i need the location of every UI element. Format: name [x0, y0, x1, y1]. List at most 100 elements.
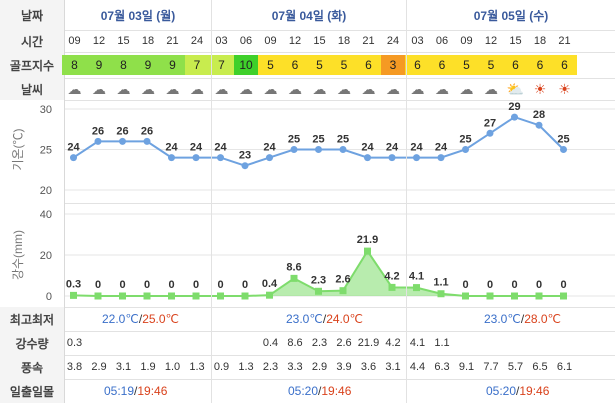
rain-data-label: 21.9 — [357, 234, 378, 246]
hour-cell-2: 15 — [117, 35, 130, 47]
golf-index-row: 골프지수 8 9 8 9 9 7 7 10 5 6 5 5 6 3 6 6 5 5 6 6 6 — [0, 52, 615, 79]
temp-data-label: 24 — [435, 142, 448, 154]
temp-point — [143, 137, 151, 145]
temp-data-label: 25 — [337, 134, 349, 146]
hour-cell-4: 21 — [166, 35, 179, 47]
wind-row: 풍속 3.8 2.9 3.1 1.9 1.0 1.3 0.9 1.3 2.3 3.3 2.9 3.9 3… — [0, 355, 615, 380]
rain-cloud-icon: ☁ — [92, 80, 106, 97]
rain-cloud-icon: ☁ — [288, 80, 302, 97]
day-separator-2 — [406, 30, 407, 403]
precip-cell-10: 2.3 — [311, 337, 328, 349]
rain-point — [70, 291, 77, 299]
rain-cloud-icon: ☁ — [312, 80, 327, 97]
wind-cell-9: 3.3 — [287, 361, 303, 373]
hour-cell-5: 24 — [190, 35, 204, 47]
rain-data-label: 0.3 — [66, 278, 81, 290]
precip-cell-2 — [111, 331, 136, 355]
day3-minmax: 23.0℃/28.0℃ — [484, 312, 562, 326]
wind-cell-18: 5.7 — [507, 361, 524, 373]
rain-data-label: 8.6 — [286, 261, 301, 273]
temp-point — [462, 146, 469, 153]
rain-point — [486, 292, 494, 300]
hour-cell-18: 15 — [509, 35, 522, 47]
temp-data-label: 24 — [165, 142, 178, 154]
temperature-chart-label-area — [0, 100, 65, 203]
rain-point — [315, 287, 322, 295]
rain-chart: 0 20 40 강수(mm) 0.3 0 0 0 0 0 0 0 0.4 8.6 2.3 2.6 21.9 4.2… — [11, 209, 615, 303]
golf-index-cell-5: 7 — [184, 55, 210, 75]
day1-sunrise: 05:19 — [104, 384, 135, 398]
day-header-1: 07월 03일 (월) — [65, 0, 212, 30]
rain-cloud-icon: ☁ — [214, 80, 229, 97]
wind-cell-2: 3.1 — [115, 361, 132, 373]
temp-data-label: 26 — [116, 125, 128, 137]
sun-icon: ☀ — [558, 80, 571, 97]
day1-sunset: 19:46 — [137, 384, 168, 398]
temp-tick-label: 25 — [40, 145, 52, 157]
golf-index-cell-6: 7 — [209, 55, 234, 75]
wind-cell-16: 9.1 — [458, 361, 475, 373]
rain-data-label: 4.1 — [409, 271, 424, 283]
temp-data-label: 24 — [410, 142, 423, 154]
hour-cell-19: 18 — [533, 35, 547, 47]
hour-cell-8: 09 — [264, 35, 277, 47]
wind-cell-19: 6.5 — [532, 361, 548, 373]
hour-cell-20: 21 — [558, 35, 571, 47]
precip-cell-7 — [234, 331, 259, 355]
precip-cell-17 — [479, 331, 504, 355]
rain-point — [413, 284, 420, 292]
rain-chart-row: 0 20 40 강수(mm) 0.3 0 0 0 0 0 0 0 0.4 8.6 2.3 2.6 21.9 4.2… — [0, 203, 615, 308]
day3-min: 23.0℃ — [484, 312, 521, 326]
temperature-chart-row: 20 25 30 기온(℃) 24 26 26 26 24 24 24 23 24 25 25 25 24 24 2… — [0, 100, 615, 204]
temp-point — [413, 154, 420, 162]
temp-data-label: 24 — [190, 142, 203, 154]
temp-point — [560, 146, 567, 153]
day3-sunset: 19:46 — [519, 384, 550, 398]
rain-cloud-icon: ☁ — [386, 80, 400, 97]
rain-cloud-icon: ☁ — [459, 80, 474, 97]
sun-label: 일출일몰 — [0, 379, 65, 403]
precip-cell-6 — [209, 331, 234, 355]
golf-index-cell-12: 6 — [356, 55, 381, 75]
golf-index-cell-11: 5 — [331, 55, 357, 75]
day2-sunset: 19:46 — [321, 384, 352, 398]
rain-data-label: 0 — [511, 279, 517, 291]
temp-point — [511, 113, 518, 121]
precip-cell-1 — [87, 331, 112, 355]
rain-axis-label: 강수(mm) — [11, 230, 25, 280]
rain-data-label: 0 — [217, 279, 223, 291]
wind-cell-7: 1.3 — [238, 361, 254, 373]
precip-cell-16 — [454, 331, 479, 355]
rain-cloud-icon: ☁ — [67, 80, 82, 97]
rain-cloud-icon: ☁ — [484, 80, 498, 97]
wind-cell-8: 2.3 — [262, 361, 279, 373]
temp-point — [168, 154, 175, 162]
golf-index-cell-17: 5 — [478, 55, 504, 75]
temp-tick-label: 20 — [40, 185, 52, 197]
temp-data-label: 24 — [214, 142, 227, 154]
rain-data-label: 0 — [487, 279, 493, 291]
temp-data-label: 25 — [557, 134, 569, 146]
temp-point — [437, 154, 445, 162]
precip-cell-0: 0.3 — [66, 337, 83, 349]
rain-data-label: 2.6 — [335, 274, 350, 286]
rain-chart-label-area — [0, 203, 65, 307]
golf-index-label: 골프지수 — [0, 52, 65, 78]
golf-index-cell-3: 9 — [135, 55, 161, 75]
minmax-row: 최고최저 22.0℃/25.0℃ 23.0℃/24.0℃ 23.0℃/28.0℃ — [0, 307, 615, 332]
day2-min: 23.0℃ — [286, 312, 323, 326]
temp-axis-label: 기온(℃) — [11, 128, 25, 170]
wind-cell-11: 3.9 — [336, 361, 352, 373]
temp-point — [339, 146, 347, 153]
precip-label: 강수량 — [0, 331, 65, 355]
sun-row: 일출일몰 05:19/19:46 05:20/19:46 05:20/19:46 — [0, 379, 615, 403]
golf-index-cell-13: 3 — [380, 55, 406, 75]
rain-data-label: 0.4 — [262, 278, 278, 290]
rain-point — [388, 283, 396, 291]
temp-point — [94, 137, 102, 145]
wind-cell-4: 1.0 — [164, 361, 181, 373]
precip-cell-8: 0.4 — [262, 337, 279, 349]
golf-index-cell-2: 8 — [111, 55, 136, 75]
temp-point — [535, 121, 543, 129]
